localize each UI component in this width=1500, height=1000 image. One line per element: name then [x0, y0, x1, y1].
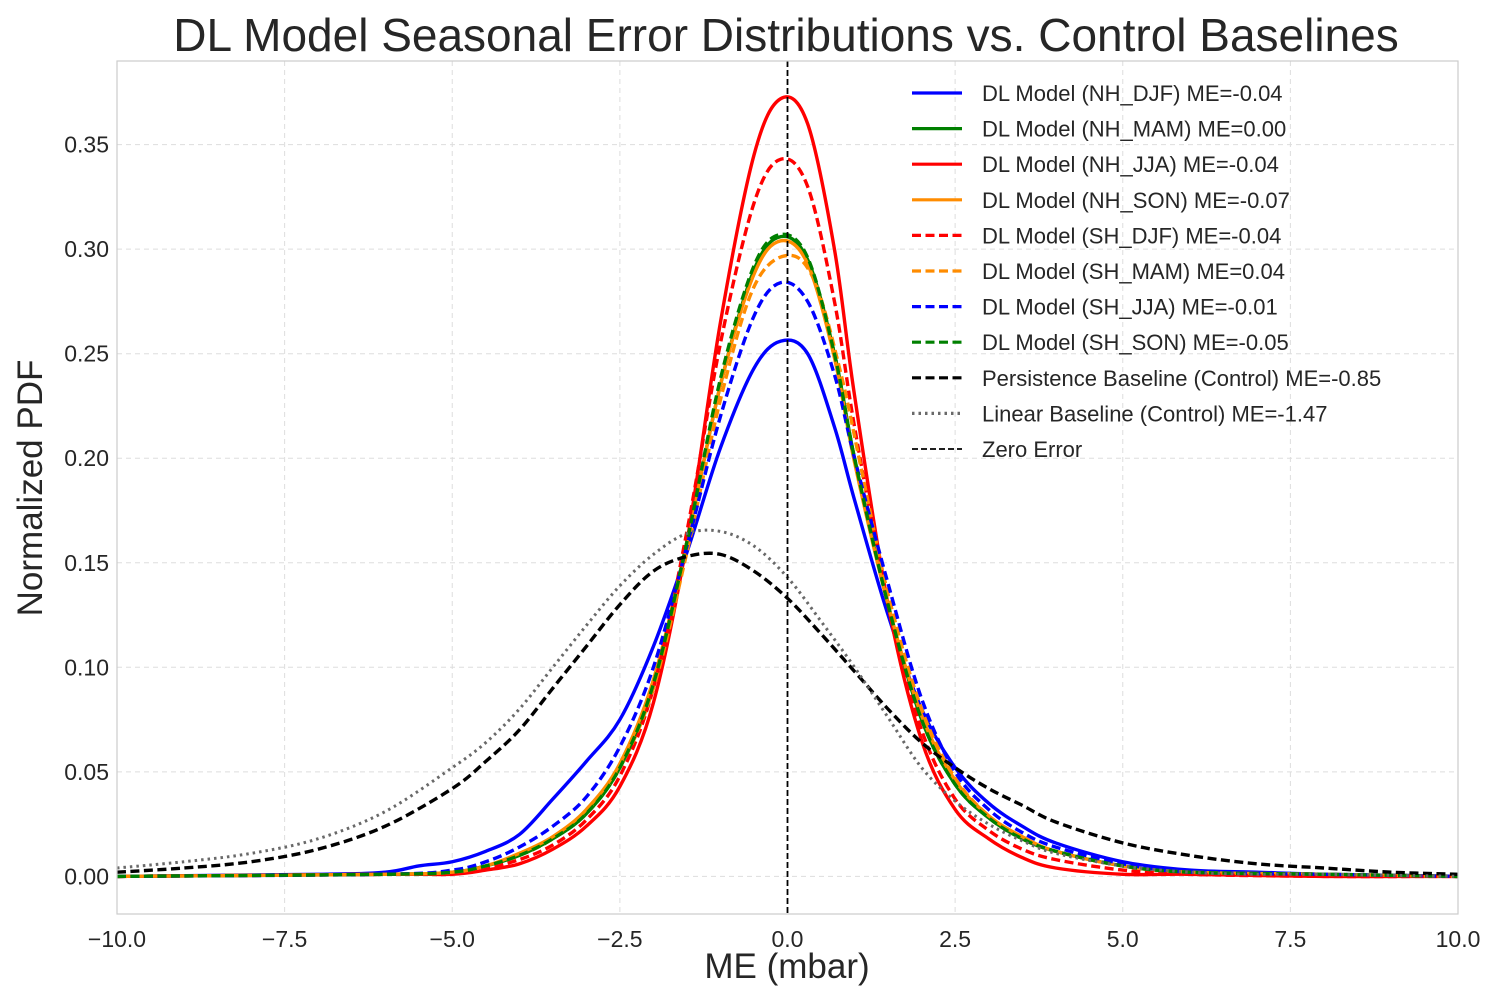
x-axis-label: ME (mbar)	[704, 947, 869, 986]
y-axis-label: Normalized PDF	[11, 360, 50, 617]
y-tick-label: 0.25	[64, 341, 109, 367]
x-tick-label: 7.5	[1274, 926, 1306, 952]
x-tick-label: −10.0	[88, 926, 146, 952]
y-tick-label: 0.05	[64, 759, 109, 785]
y-tick-label: 0.20	[64, 445, 109, 471]
x-tick-label: −7.5	[262, 926, 307, 952]
x-tick-label: 2.5	[939, 926, 971, 952]
y-tick-label: 0.15	[64, 550, 109, 576]
legend: DL Model (NH_DJF) ME=-0.04 DL Model (NH_M…	[912, 81, 1381, 462]
series-line-0	[116, 338, 1459, 879]
legend-label: Persistence Baseline (Control) ME=-0.85	[982, 366, 1381, 391]
x-axis-ticks: −10.0 −7.5 −5.0 −2.5 0.0 2.5 5.0 7.5 10.0	[88, 926, 1480, 952]
legend-label: DL Model (NH_MAM) ME=0.00	[982, 117, 1286, 142]
legend-label: DL Model (NH_SON) ME=-0.07	[982, 188, 1290, 213]
series-line-7	[116, 232, 1459, 879]
legend-label: DL Model (SH_MAM) ME=0.04	[982, 259, 1285, 284]
legend-label: DL Model (SH_DJF) ME=-0.04	[982, 223, 1281, 248]
x-tick-label: −2.5	[597, 926, 642, 952]
x-tick-label: 10.0	[1436, 926, 1481, 952]
y-tick-label: 0.10	[64, 654, 109, 680]
y-tick-label: 0.30	[64, 236, 109, 262]
y-tick-label: 0.00	[64, 863, 109, 889]
y-axis-ticks: 0.00 0.05 0.10 0.15 0.20 0.25 0.30 0.35	[64, 132, 109, 890]
x-tick-label: 5.0	[1107, 926, 1139, 952]
legend-label: DL Model (SH_SON) ME=-0.05	[982, 330, 1289, 355]
x-tick-label: −5.0	[430, 926, 475, 952]
legend-label: DL Model (NH_DJF) ME=-0.04	[982, 81, 1283, 106]
legend-label: DL Model (NH_JJA) ME=-0.04	[982, 152, 1279, 177]
series-line-4	[116, 156, 1459, 879]
chart-title: DL Model Seasonal Error Distributions vs…	[173, 9, 1399, 61]
series-line-6	[116, 280, 1459, 879]
legend-label: Linear Baseline (Control) ME=-1.47	[982, 401, 1327, 426]
series-line-9	[116, 528, 1459, 878]
x-tick-label: 0.0	[772, 926, 804, 952]
legend-label: DL Model (SH_JJA) ME=-0.01	[982, 295, 1278, 320]
legend-label: Zero Error	[982, 437, 1082, 462]
series-line-2	[116, 95, 1459, 879]
y-tick-label: 0.35	[64, 132, 109, 158]
plot-frame	[116, 60, 1459, 915]
series-group	[116, 95, 1459, 879]
